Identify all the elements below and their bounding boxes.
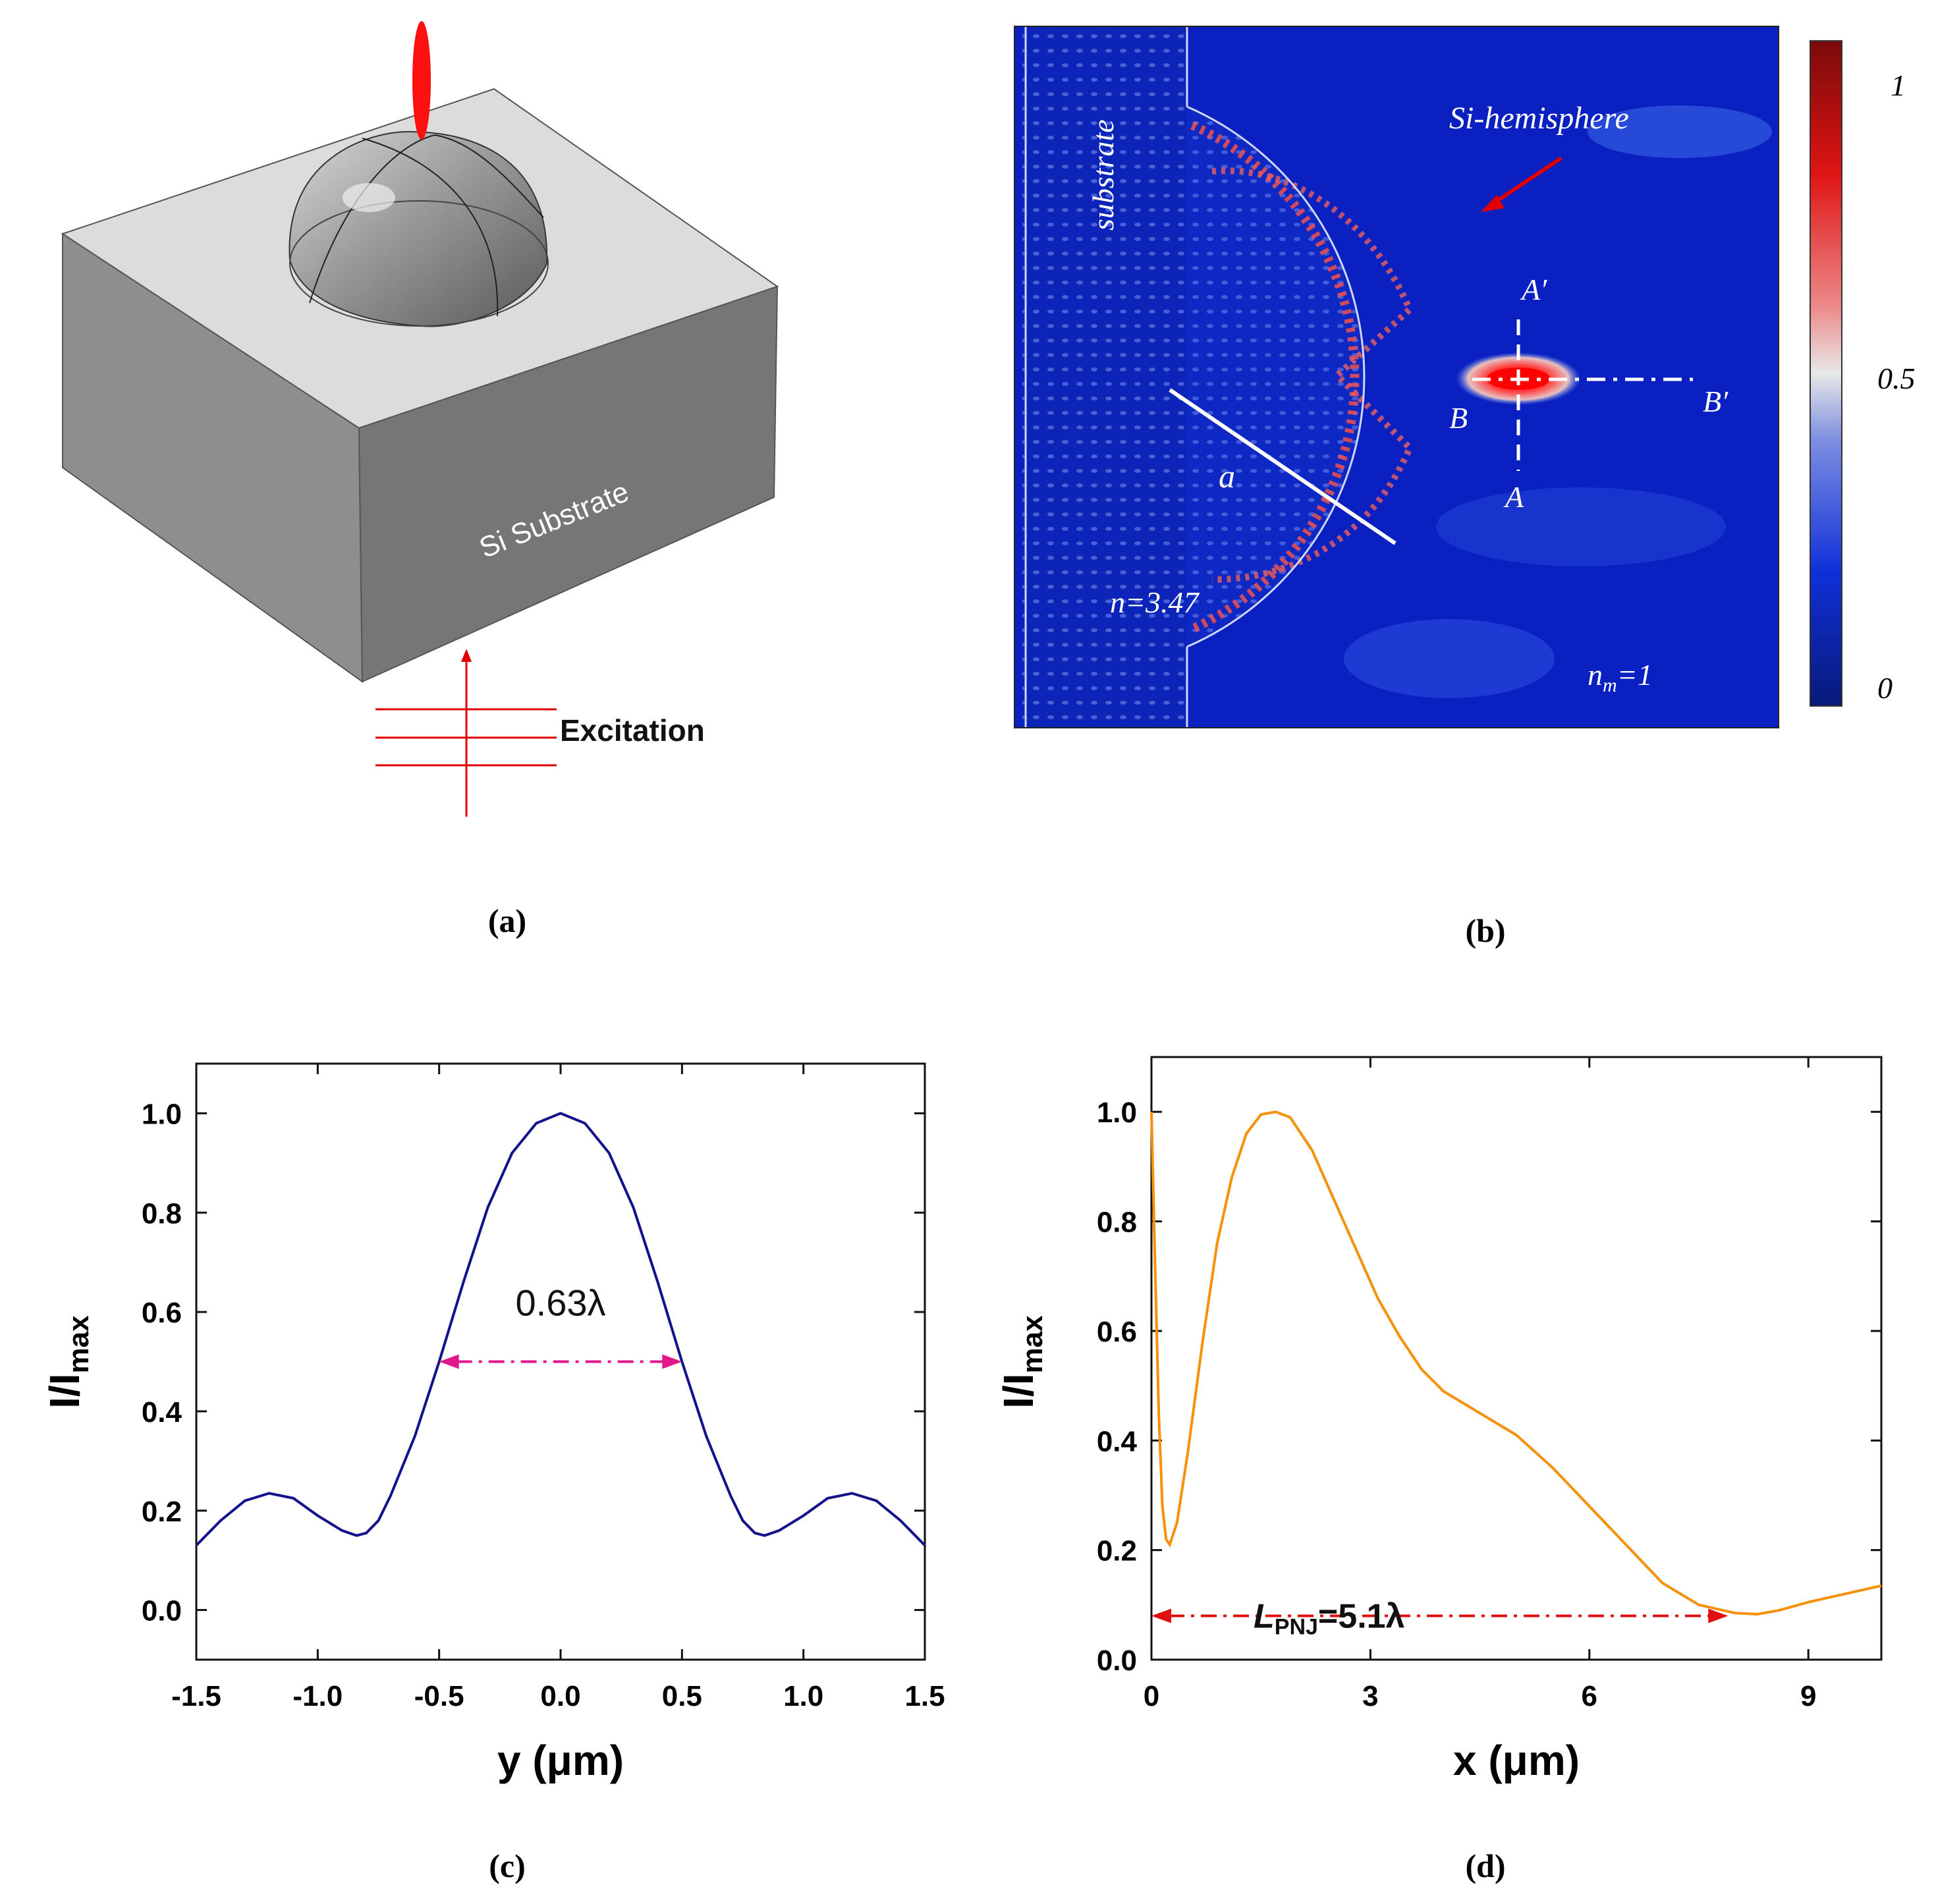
x-tick-label: 0.0 <box>540 1680 580 1712</box>
x-tick-label: 1.0 <box>783 1680 823 1712</box>
plot-d-ylabel: I/Imax <box>995 1315 1049 1409</box>
x-tick-label: -1.5 <box>171 1680 221 1712</box>
y-tick-label: 0.4 <box>142 1396 182 1428</box>
x-tick-label: 3 <box>1362 1680 1378 1712</box>
y-tick-label: 0.4 <box>1097 1425 1138 1457</box>
plot-d-frame <box>1150 1056 1883 1661</box>
dome-meridian-2 <box>362 138 499 317</box>
y-tick-label: 1.0 <box>1097 1097 1137 1129</box>
panel-a: Si Substrate Excitation (a) <box>61 21 779 939</box>
lpnj-arrow-head-right <box>1708 1608 1729 1623</box>
hemisphere-dome <box>289 130 548 327</box>
label-A-prime: A′ <box>1520 273 1547 306</box>
hemisphere-pointer-arrow <box>1481 195 1505 212</box>
plot-c-ylabel: I/Imax <box>41 1315 95 1409</box>
medium-label: nm=1 <box>1588 658 1653 696</box>
fwhm-arrow-head-right <box>662 1354 682 1369</box>
fwhm-label: 0.63λ <box>516 1282 606 1324</box>
fwhm-arrow-head-left <box>439 1354 459 1369</box>
radius-line <box>1169 388 1397 545</box>
plot-c-x-ticks: -1.5 -1.0 -0.5 0.0 0.5 1.0 1.5 <box>171 1064 945 1712</box>
radius-label: a <box>1219 458 1235 495</box>
dome-highlight <box>343 183 395 212</box>
excitation-arrow-head <box>461 649 472 662</box>
panel-c: -1.5 -1.0 -0.5 0.0 0.5 1.0 1.5 0.0 0.2 0.4 0.6 0.8… <box>41 1062 945 1884</box>
y-tick-label: 0.6 <box>1097 1316 1137 1348</box>
y-tick-label: 0.0 <box>1097 1645 1137 1677</box>
output-beam-spot <box>412 21 431 140</box>
y-tick-label: 0.6 <box>142 1297 182 1329</box>
y-tick-label: 0.2 <box>142 1496 182 1528</box>
panel-b-label: (b) <box>1465 912 1505 949</box>
label-B-prime: B′ <box>1703 385 1729 418</box>
plot-d-y-ticks: 0.0 0.2 0.4 0.6 0.8 1.0 <box>1097 1097 1881 1677</box>
y-tick-label: 0.2 <box>1097 1535 1137 1567</box>
x-tick-label: -1.0 <box>292 1680 343 1712</box>
y-tick-label: 0.8 <box>142 1197 182 1230</box>
y-tick-label: 0.8 <box>1097 1207 1137 1239</box>
panel-a-label: (a) <box>488 902 526 939</box>
plot-c-xlabel: y (μm) <box>497 1737 624 1784</box>
excitation-label: Excitation <box>560 713 705 748</box>
plot-c-y-ticks: 0.0 0.2 0.4 0.6 0.8 1.0 <box>142 1098 925 1627</box>
label-B: B <box>1449 401 1468 435</box>
lpnj-label: LPNJ=5.1λ <box>1254 1597 1405 1639</box>
plot-d-curve <box>1150 1110 1882 1616</box>
colorbar <box>1810 40 1842 707</box>
y-tick-label: 0.0 <box>142 1595 182 1627</box>
panel-b: substrate Si-hemisphere a n=3.47 nm=1 A′… <box>1014 26 1916 949</box>
panel-d: 0 3 6 9 0.0 0.2 0.4 0.6 0.8 1.0 LPNJ=5.1λ x (μm)… <box>995 1056 1883 1884</box>
colorbar-tick-max: 1 <box>1891 68 1906 102</box>
hemisphere-label: Si-hemisphere <box>1449 101 1629 136</box>
substrate-front-face <box>358 285 779 683</box>
colorbar-tick-min: 0 <box>1877 671 1893 705</box>
plot-d-x-ticks: 0 3 6 9 <box>1144 1057 1816 1712</box>
panel-d-label: (d) <box>1465 1847 1505 1884</box>
x-tick-label: -0.5 <box>414 1680 464 1712</box>
dome-base <box>289 200 549 327</box>
x-tick-label: 0.5 <box>662 1680 702 1712</box>
x-tick-label: 0 <box>1144 1680 1159 1712</box>
x-tick-label: 6 <box>1582 1680 1597 1712</box>
label-A: A <box>1503 480 1524 514</box>
plot-c-curve <box>195 1112 926 1546</box>
x-tick-label: 9 <box>1800 1680 1816 1712</box>
substrate-vertical-label: substrate <box>1086 119 1120 231</box>
y-tick-label: 1.0 <box>142 1098 182 1130</box>
lpnj-arrow-head-left <box>1151 1608 1171 1623</box>
x-tick-label: 1.5 <box>904 1680 945 1712</box>
panel-c-label: (c) <box>489 1847 526 1884</box>
plot-d-xlabel: x (μm) <box>1453 1737 1580 1784</box>
dome-meridian-1 <box>309 134 544 304</box>
colorbar-tick-mid: 0.5 <box>1877 362 1916 395</box>
hemisphere-red-rim <box>1190 121 1360 634</box>
index-label: n=3.47 <box>1110 585 1200 619</box>
